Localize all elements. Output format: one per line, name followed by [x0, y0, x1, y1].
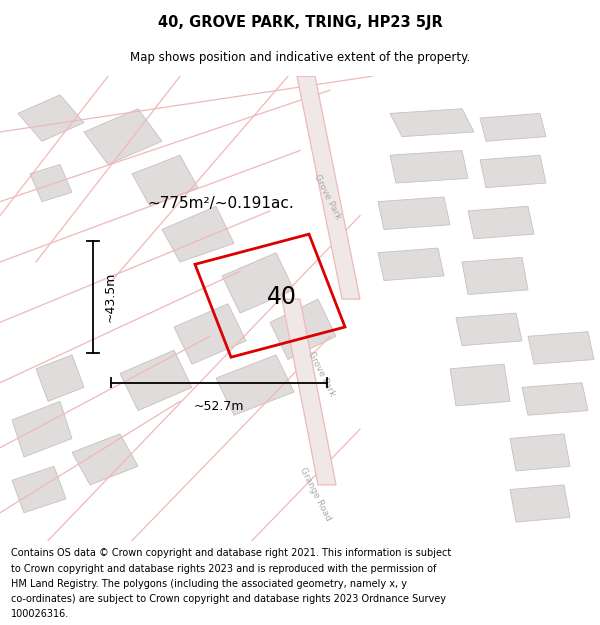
Polygon shape — [462, 258, 528, 294]
Text: 100026316.: 100026316. — [11, 609, 69, 619]
Text: to Crown copyright and database rights 2023 and is reproduced with the permissio: to Crown copyright and database rights 2… — [11, 564, 436, 574]
Text: 40: 40 — [267, 285, 297, 309]
Polygon shape — [522, 382, 588, 415]
Polygon shape — [468, 206, 534, 239]
Text: HM Land Registry. The polygons (including the associated geometry, namely x, y: HM Land Registry. The polygons (includin… — [11, 579, 407, 589]
Text: co-ordinates) are subject to Crown copyright and database rights 2023 Ordnance S: co-ordinates) are subject to Crown copyr… — [11, 594, 446, 604]
Polygon shape — [222, 253, 294, 313]
Polygon shape — [378, 248, 444, 281]
Polygon shape — [162, 206, 234, 262]
Polygon shape — [450, 364, 510, 406]
Polygon shape — [297, 76, 360, 299]
Polygon shape — [390, 151, 468, 183]
Polygon shape — [216, 355, 294, 415]
Text: 40, GROVE PARK, TRING, HP23 5JR: 40, GROVE PARK, TRING, HP23 5JR — [158, 16, 442, 31]
Text: ~43.5m: ~43.5m — [104, 272, 117, 322]
Polygon shape — [132, 155, 198, 206]
Polygon shape — [510, 485, 570, 522]
Polygon shape — [120, 350, 192, 411]
Polygon shape — [12, 466, 66, 512]
Text: Grange Road: Grange Road — [298, 466, 332, 522]
Polygon shape — [36, 355, 84, 401]
Polygon shape — [480, 113, 546, 141]
Polygon shape — [270, 299, 336, 359]
Polygon shape — [84, 109, 162, 164]
Polygon shape — [282, 299, 336, 485]
Polygon shape — [456, 313, 522, 346]
Polygon shape — [18, 95, 84, 141]
Polygon shape — [174, 304, 246, 364]
Text: Grove Park: Grove Park — [306, 349, 336, 398]
Polygon shape — [12, 401, 72, 457]
Text: ~775m²/~0.191ac.: ~775m²/~0.191ac. — [147, 196, 294, 211]
Text: Grove Park: Grove Park — [312, 173, 342, 221]
Polygon shape — [510, 434, 570, 471]
Polygon shape — [528, 332, 594, 364]
Polygon shape — [72, 434, 138, 485]
Text: Contains OS data © Crown copyright and database right 2021. This information is : Contains OS data © Crown copyright and d… — [11, 548, 451, 558]
Polygon shape — [480, 155, 546, 188]
Text: ~52.7m: ~52.7m — [194, 401, 244, 413]
Polygon shape — [390, 109, 474, 137]
Text: Map shows position and indicative extent of the property.: Map shows position and indicative extent… — [130, 51, 470, 64]
Polygon shape — [30, 164, 72, 202]
Polygon shape — [378, 197, 450, 229]
